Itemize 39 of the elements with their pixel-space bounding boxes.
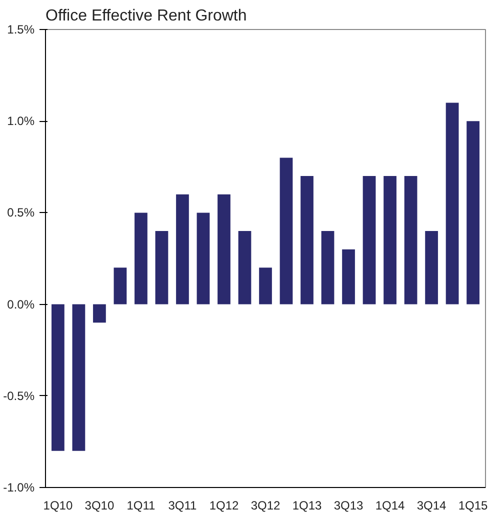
- bar: [52, 304, 64, 451]
- x-tick-label: 1Q11: [126, 498, 156, 512]
- x-tick-label: 1Q14: [375, 498, 406, 512]
- x-tick-label: 1Q12: [209, 498, 239, 512]
- bar: [259, 268, 272, 304]
- bar: [321, 231, 334, 304]
- x-tick-label: 3Q14: [416, 498, 447, 512]
- bar: [93, 304, 106, 323]
- x-tick-label: 1Q10: [43, 498, 73, 512]
- y-tick-label: -1.0%: [3, 480, 35, 494]
- x-tick-label: 3Q13: [334, 498, 364, 512]
- y-tick-label: 0.0%: [7, 297, 35, 312]
- bar: [384, 176, 396, 304]
- bar: [134, 212, 148, 304]
- chart-title: Office Effective Rent Growth: [46, 8, 247, 24]
- bar: [155, 231, 168, 304]
- bar: [425, 231, 438, 304]
- x-tick-label: 1Q13: [292, 498, 322, 512]
- bar: [466, 121, 480, 304]
- bar: [218, 194, 230, 304]
- bar: [72, 304, 86, 451]
- x-tick-label: 3Q12: [250, 498, 281, 512]
- x-tick-label: 1Q15: [458, 498, 488, 512]
- bar: [362, 176, 376, 304]
- bar: [114, 268, 127, 304]
- bar: [342, 249, 355, 304]
- bar: [280, 158, 293, 304]
- bar: [446, 102, 459, 304]
- y-tick-label: -0.5%: [3, 388, 35, 403]
- bar: [404, 176, 418, 304]
- y-tick-label: 0.5%: [7, 206, 35, 220]
- y-tick-label: 1.0%: [7, 114, 35, 128]
- y-tick-label: 1.5%: [7, 22, 35, 36]
- bar: [238, 231, 252, 304]
- x-tick-label: 3Q11: [168, 498, 198, 512]
- x-tick-label: 3Q10: [84, 498, 114, 512]
- bar: [176, 194, 189, 304]
- bar: [196, 212, 210, 304]
- bar: [300, 176, 314, 304]
